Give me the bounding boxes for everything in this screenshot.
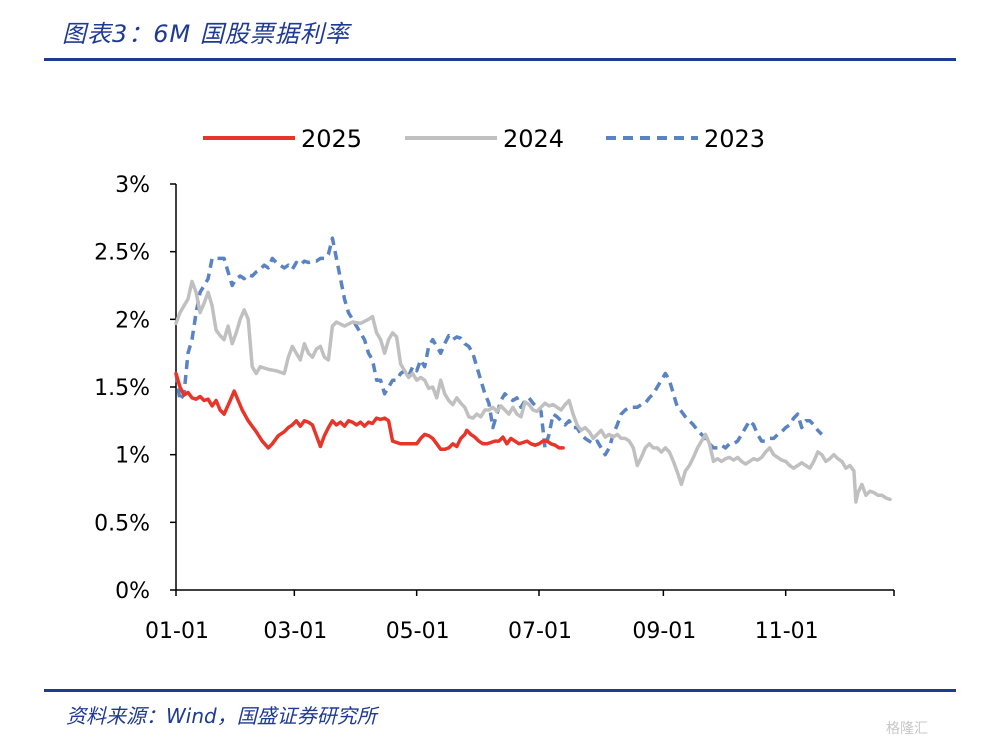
x-tick-label: 03-01 <box>263 619 327 644</box>
figure-title: 图表3：6M 国股票据利率 <box>62 20 350 48</box>
y-tick-label: 1% <box>115 444 150 469</box>
legend-label-2025: 2025 <box>301 125 362 153</box>
plot-lines <box>174 236 892 504</box>
y-tick-label: 1.5% <box>94 376 150 401</box>
y-tick-label: 2.5% <box>94 241 150 266</box>
y-tick-label: 3% <box>115 173 150 198</box>
source-rule <box>44 689 956 692</box>
series-line-2024 <box>174 279 892 504</box>
series-line-2023 <box>174 236 824 457</box>
y-tick-label: 0% <box>115 579 150 604</box>
y-axis: 0% 0.5% 1% 1.5% 2% 2.5% 3% <box>94 173 177 604</box>
x-tick-label: 11-01 <box>755 619 819 644</box>
series-line-2025 <box>174 371 565 452</box>
x-axis: 01-01 03-01 05-01 07-01 09-01 11-01 <box>145 589 895 644</box>
y-tick-label: 0.5% <box>94 511 150 536</box>
x-tick-label: 05-01 <box>386 619 450 644</box>
x-tick-label: 09-01 <box>632 619 696 644</box>
legend-label-2024: 2024 <box>503 125 564 153</box>
watermark: 格隆汇 <box>886 721 928 737</box>
legend: 2025 2024 2023 <box>203 125 765 153</box>
y-tick-label: 2% <box>115 308 150 333</box>
x-tick-label: 07-01 <box>508 619 572 644</box>
x-tick-label: 01-01 <box>145 619 209 644</box>
legend-label-2023: 2023 <box>704 125 765 153</box>
title-rule <box>44 58 956 61</box>
source-note: 资料来源：Wind，国盛证券研究所 <box>66 704 377 728</box>
